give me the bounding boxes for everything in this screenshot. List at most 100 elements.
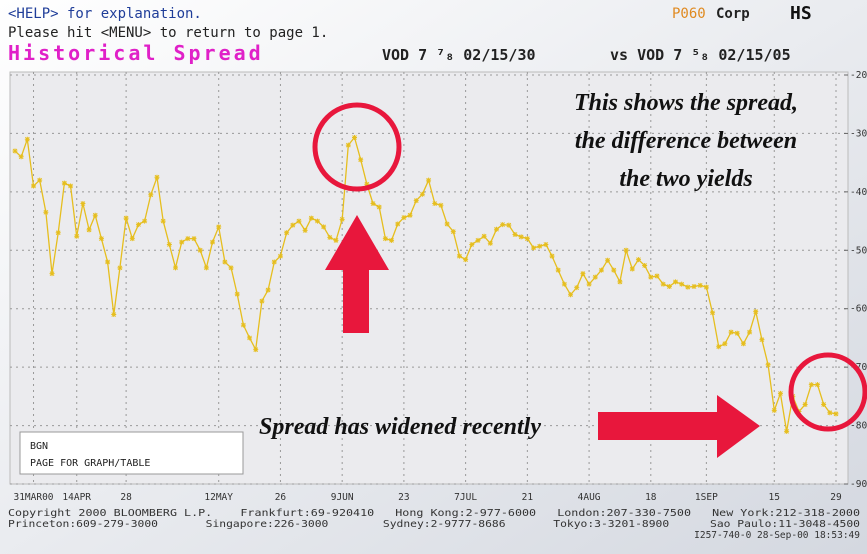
point-marker	[580, 271, 586, 277]
point-marker	[771, 407, 777, 413]
security-a: VOD 7 ⁷₈ 02/15/30	[382, 46, 536, 64]
x-tick-label: 12MAY	[204, 492, 233, 503]
point-marker	[821, 402, 827, 408]
menu-line: Please hit <MENU> to return to page 1.	[8, 25, 328, 41]
point-marker	[117, 265, 123, 271]
point-marker	[524, 236, 530, 242]
point-marker	[382, 236, 388, 242]
footer: I257-740-0 28-Sep-00 18:53:49	[694, 530, 860, 541]
point-marker	[253, 347, 259, 353]
point-marker	[135, 222, 141, 228]
point-marker	[635, 257, 641, 263]
point-marker	[802, 402, 808, 408]
point-marker	[172, 265, 178, 271]
y-tick-label: -40	[850, 187, 867, 198]
point-marker	[364, 181, 370, 187]
point-marker	[765, 362, 771, 368]
point-marker	[419, 191, 425, 197]
point-marker	[216, 224, 222, 230]
point-marker	[271, 259, 277, 265]
point-marker	[296, 218, 302, 224]
point-marker	[277, 253, 283, 259]
point-marker	[314, 218, 320, 224]
menu-box-text: PAGE FOR GRAPH/TABLE	[30, 458, 150, 469]
point-marker	[740, 341, 746, 347]
y-tick-label: -50	[850, 245, 867, 256]
point-marker	[68, 183, 74, 189]
point-marker	[222, 259, 228, 265]
point-marker	[611, 267, 617, 273]
point-marker	[240, 322, 246, 328]
point-marker	[586, 281, 592, 287]
point-marker	[734, 330, 740, 336]
point-marker	[302, 227, 308, 233]
point-marker	[697, 282, 703, 288]
point-marker	[210, 239, 216, 245]
point-marker	[654, 273, 660, 279]
x-tick-label: 29	[830, 492, 842, 503]
up-arrow	[325, 215, 389, 333]
point-marker	[31, 183, 37, 189]
point-marker	[228, 265, 234, 271]
point-marker	[308, 215, 314, 221]
point-marker	[191, 236, 197, 242]
point-marker	[290, 222, 296, 228]
point-marker	[376, 204, 382, 210]
x-tick-label: 31MAR00	[13, 492, 53, 503]
point-marker	[716, 344, 722, 350]
point-marker	[18, 154, 24, 160]
point-marker	[784, 428, 790, 434]
point-marker	[648, 274, 654, 280]
x-tick-label: 9JUN	[331, 492, 354, 503]
point-marker	[401, 215, 407, 221]
point-marker	[555, 267, 561, 273]
point-marker	[827, 410, 833, 416]
x-tick-label: 26	[275, 492, 287, 503]
point-marker	[598, 267, 604, 273]
point-marker	[450, 229, 456, 235]
footer: Princeton:609-279-3000 Singapore:226-300…	[8, 519, 860, 530]
point-marker	[592, 274, 598, 280]
point-marker	[747, 329, 753, 335]
point-marker	[129, 236, 135, 242]
highlight-circle	[312, 102, 402, 192]
point-marker	[456, 253, 462, 259]
point-marker	[777, 390, 783, 396]
point-marker	[55, 230, 61, 236]
point-marker	[179, 239, 185, 245]
point-marker	[814, 382, 820, 388]
point-marker	[623, 247, 629, 253]
point-marker	[833, 411, 839, 417]
point-marker	[345, 142, 351, 148]
point-marker	[185, 236, 191, 242]
point-marker	[234, 291, 240, 297]
point-marker	[469, 241, 475, 247]
point-marker	[728, 329, 734, 335]
point-marker	[333, 237, 339, 243]
function: HS	[790, 3, 812, 24]
right-arrow	[598, 395, 760, 458]
point-marker	[160, 218, 166, 224]
point-marker	[111, 312, 117, 318]
annotation: the two yields	[619, 166, 752, 192]
x-tick-label: 23	[398, 492, 409, 503]
point-marker	[265, 287, 271, 293]
point-marker	[481, 233, 487, 239]
point-marker	[605, 257, 611, 263]
market: Corp	[716, 6, 750, 22]
x-tick-label: 1SEP	[695, 492, 718, 503]
security-b: vs VOD 7 ⁵₈ 02/15/05	[610, 46, 791, 64]
point-marker	[808, 382, 814, 388]
point-marker	[543, 241, 549, 247]
point-marker	[148, 192, 154, 198]
point-marker	[37, 177, 43, 183]
point-marker	[549, 253, 555, 259]
point-marker	[574, 285, 580, 291]
point-marker	[339, 216, 345, 222]
point-marker	[500, 222, 506, 228]
point-marker	[487, 240, 493, 246]
point-marker	[123, 215, 129, 221]
x-tick-label: 21	[522, 492, 534, 503]
point-marker	[660, 281, 666, 287]
